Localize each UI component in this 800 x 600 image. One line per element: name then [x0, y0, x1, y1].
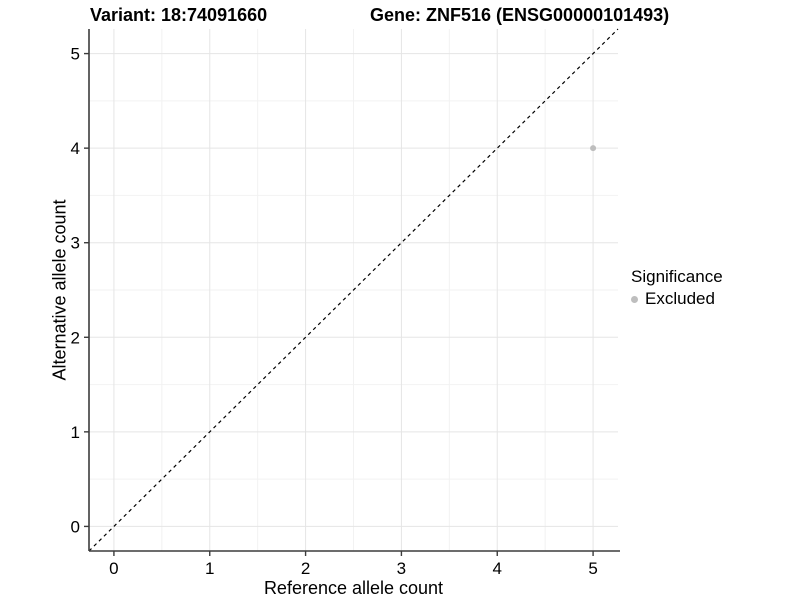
y-tick-label: 4	[71, 139, 80, 158]
x-tick-label: 2	[301, 559, 310, 578]
x-tick-label: 4	[493, 559, 502, 578]
legend-title: Significance	[631, 267, 723, 286]
y-tick-label: 1	[71, 423, 80, 442]
y-tick-label: 2	[71, 328, 80, 347]
y-tick-label: 3	[71, 234, 80, 253]
identity-line	[88, 28, 619, 552]
legend: Significance Excluded	[631, 266, 723, 310]
y-tick-label: 5	[71, 45, 80, 64]
legend-entry: Excluded	[631, 288, 723, 310]
variant-title: Variant: 18:74091660	[90, 5, 268, 25]
data-point-excluded	[590, 145, 597, 152]
legend-point-icon	[631, 295, 638, 303]
gene-title: Gene: ZNF516 (ENSG00000101493)	[370, 5, 670, 25]
x-tick-label: 1	[205, 559, 214, 578]
y-axis-title: Alternative allele count	[49, 199, 70, 381]
x-tick-label: 5	[588, 559, 597, 578]
x-axis-title: Reference allele count	[263, 578, 444, 598]
x-tick-label: 0	[109, 559, 118, 578]
y-tick-label: 0	[71, 517, 80, 536]
legend-entry-label: Excluded	[645, 289, 715, 308]
x-tick-label: 3	[397, 559, 406, 578]
